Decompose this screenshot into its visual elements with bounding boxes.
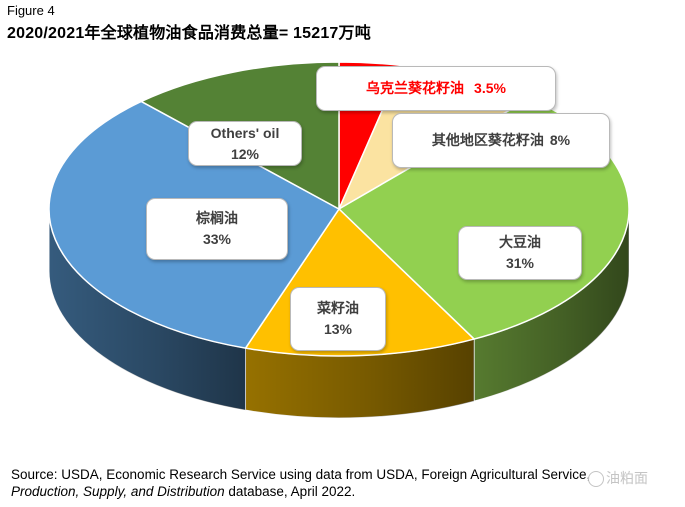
slice-name: 菜籽油: [317, 300, 359, 316]
slice-label-soybean: 大豆油 31%: [458, 226, 582, 280]
figure-label: Figure 4: [7, 3, 55, 18]
slice-name: 乌克兰葵花籽油: [366, 80, 465, 96]
chart-title: 2020/2021年全球植物油食品消费总量= 15217万吨: [7, 25, 371, 42]
source-note: Source: USDA, Economic Research Service …: [11, 466, 681, 500]
source-italic: Production, Supply, and Distribution: [11, 484, 225, 499]
source-prefix: Source: USDA, Economic Research Service …: [11, 467, 591, 482]
slice-name: Others' oil: [210, 124, 280, 141]
slice-percent: 12%: [230, 145, 260, 162]
slice-percent: 3.5%: [474, 80, 506, 96]
pie-side-shade-2: [474, 209, 629, 402]
slice-name: 其他地区葵花籽油: [431, 132, 544, 148]
slice-label-ukraine-sunflower: 乌克兰葵花籽油 3.5%: [316, 66, 556, 111]
slice-name: 大豆油: [499, 234, 541, 250]
slice-label-rapeseed: 菜籽油 13%: [290, 287, 386, 351]
pie-side-shade-3: [245, 339, 475, 418]
pie-side-shade-4: [49, 209, 246, 411]
slice-percent: 33%: [202, 231, 232, 247]
slice-percent: 13%: [323, 321, 353, 337]
slice-name: 棕榈油: [196, 210, 238, 226]
slice-label-others-oil: Others' oil 12%: [188, 121, 302, 166]
watermark: 油粕面: [588, 468, 648, 488]
slice-percent: 8%: [549, 132, 571, 148]
source-suffix: database, April 2022.: [224, 484, 356, 499]
slice-label-palm: 棕榈油 33%: [146, 198, 288, 260]
slice-percent: 31%: [505, 255, 535, 271]
watermark-text: 油粕面: [606, 470, 648, 486]
slice-label-other-sunflower: 其他地区葵花籽油 8%: [392, 113, 610, 168]
wechat-icon: [588, 471, 604, 488]
